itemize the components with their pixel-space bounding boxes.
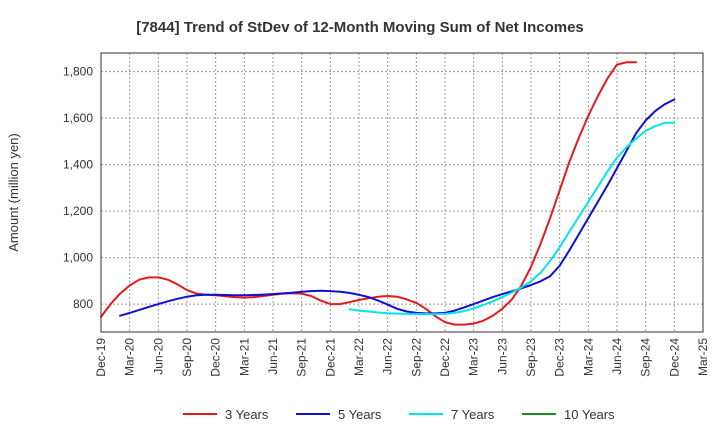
series-line-3 — [348, 121, 676, 316]
x-tick-label: Sep-20 — [180, 338, 194, 377]
legend-label-4: 10 Years — [564, 407, 615, 422]
x-tick-label: Jun-23 — [495, 338, 509, 375]
x-tick-label: Mar-25 — [696, 338, 710, 376]
x-tick-label: Mar-20 — [123, 338, 137, 376]
x-tick-label: Mar-23 — [467, 338, 481, 376]
y-tick-label: 1,400 — [63, 158, 93, 172]
x-tick-label: Sep-21 — [295, 338, 309, 377]
x-tick-label: Jun-21 — [266, 338, 280, 375]
x-tick-label: Mar-21 — [237, 338, 251, 376]
x-tick-label: Jun-20 — [151, 338, 165, 375]
x-tick-label: Sep-24 — [639, 338, 653, 377]
x-tick-label: Sep-23 — [524, 338, 538, 377]
legend-label-3: 7 Years — [451, 407, 495, 422]
chart-title: [7844] Trend of StDev of 12-Month Moving… — [136, 19, 584, 36]
legend: 3 Years 5 Years 7 Years 10 Years — [183, 407, 615, 422]
series-line-2 — [119, 98, 676, 317]
axis-layer: 800 1,000 1,200 1,400 1,600 1,800 Dec-19 Mar-20… — [63, 65, 710, 377]
series-line-1 — [100, 61, 638, 326]
y-axis-label: Amount (million yen) — [6, 133, 21, 252]
x-tick-label: Mar-22 — [352, 338, 366, 376]
y-tick-label: 1,600 — [63, 111, 93, 125]
x-tick-label: Dec-20 — [209, 338, 223, 377]
x-tick-label: Dec-24 — [667, 338, 681, 377]
series-layer — [100, 61, 676, 326]
y-tick-label: 800 — [73, 297, 93, 311]
x-tick-label: Dec-22 — [438, 338, 452, 377]
y-tick-label: 1,200 — [63, 204, 93, 218]
x-tick-label: Dec-21 — [323, 338, 337, 377]
y-tick-label: 1,000 — [63, 251, 93, 265]
x-tick-label: Mar-24 — [581, 338, 595, 376]
legend-label-2: 5 Years — [338, 407, 382, 422]
x-tick-label: Jun-22 — [381, 338, 395, 375]
x-tick-label: Dec-23 — [553, 338, 567, 377]
grid-layer — [100, 53, 704, 332]
plot-frame — [100, 52, 704, 333]
x-tick-label: Jun-24 — [610, 338, 624, 375]
x-tick-label: Sep-22 — [409, 338, 423, 377]
y-tick-label: 1,800 — [63, 65, 93, 79]
legend-label-1: 3 Years — [225, 407, 269, 422]
x-tick-label: Dec-19 — [94, 338, 108, 377]
